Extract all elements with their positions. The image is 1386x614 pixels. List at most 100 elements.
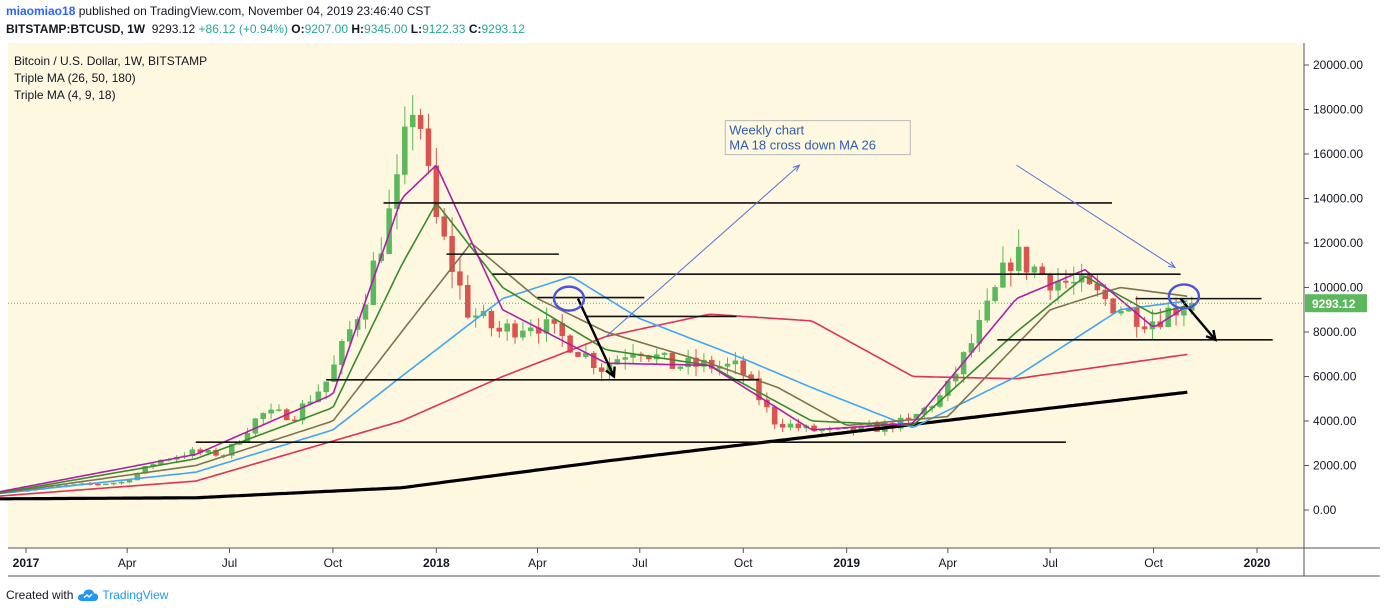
candle[interactable] [590, 350, 597, 375]
candle[interactable] [1015, 229, 1022, 276]
tradingview-logo[interactable]: TradingView [77, 588, 168, 602]
ma-line-ma26[interactable] [0, 276, 1188, 495]
down-arrow[interactable] [1179, 297, 1217, 341]
ma-line-ma9[interactable] [0, 203, 1188, 494]
candle[interactable] [276, 404, 282, 412]
candle[interactable] [118, 480, 125, 485]
down-arrow[interactable] [576, 298, 616, 378]
low-label: L: [410, 22, 423, 36]
candle[interactable] [779, 418, 786, 432]
candle[interactable] [417, 108, 424, 140]
candle-body [1023, 246, 1030, 273]
candle-body [779, 424, 786, 428]
candle[interactable] [95, 483, 101, 486]
candle[interactable] [252, 417, 259, 436]
candle[interactable] [598, 363, 605, 382]
candle[interactable] [1110, 297, 1116, 315]
plot-area[interactable] [8, 43, 1304, 548]
candle-body [1047, 274, 1053, 291]
high-label: H: [351, 22, 365, 36]
candle[interactable] [103, 483, 109, 486]
candle[interactable] [1118, 306, 1124, 316]
candle[interactable] [315, 384, 322, 403]
author-link[interactable]: miaomiao18 [6, 4, 76, 18]
last-price-label: 9293.12 [8, 294, 1367, 313]
candle[interactable] [347, 320, 353, 345]
candle[interactable] [402, 106, 408, 185]
candle-body [520, 330, 526, 338]
candle[interactable] [701, 353, 707, 373]
candle[interactable] [331, 355, 337, 383]
candle-body [598, 367, 605, 372]
candle-body [331, 364, 337, 383]
candle-body [622, 357, 628, 360]
price-chart[interactable]: 20000.00 18000.00 16000.00 14000.00 12000.00… [0, 0, 1386, 586]
trend-arrow-line[interactable] [1016, 164, 1176, 268]
last-price-badge-text: 9293.12 [1312, 297, 1356, 311]
candle[interactable] [677, 365, 684, 371]
candle[interactable] [457, 257, 463, 300]
ma-line-ma50[interactable] [0, 313, 1188, 497]
footer: Created with TradingView [6, 588, 168, 602]
candle[interactable] [575, 351, 581, 357]
candle[interactable] [512, 319, 518, 344]
candle[interactable] [299, 399, 306, 425]
price-tick-label: 4000.00 [1313, 414, 1357, 428]
candle[interactable] [992, 284, 998, 303]
candle-body [347, 329, 353, 342]
price-axis[interactable]: 20000.00 18000.00 16000.00 14000.00 12000.00… [1304, 58, 1363, 517]
candle[interactable] [1008, 258, 1014, 287]
time-tick-label: Jul [632, 556, 647, 570]
candle-body [984, 300, 990, 321]
candle[interactable] [520, 321, 526, 341]
candle[interactable] [268, 403, 274, 420]
candle-body [756, 378, 762, 401]
candle[interactable] [787, 419, 794, 431]
candle[interactable] [260, 412, 266, 425]
time-axis[interactable]: 2017 Apr Jul Oct 2018 Apr Jul Oct 2019 Apr Jul Oct 2… [13, 548, 1271, 570]
candle[interactable] [409, 95, 416, 151]
candle[interactable] [1063, 269, 1069, 289]
candle-body [95, 483, 101, 486]
candle[interactable] [110, 482, 117, 486]
price-tick-label: 6000.00 [1313, 370, 1357, 384]
ma-line-ma180[interactable] [0, 390, 1188, 501]
candle[interactable] [528, 319, 534, 337]
candle-body [370, 260, 377, 305]
candle-body [992, 287, 998, 302]
close-value: 9293.12 [481, 22, 525, 36]
publish-info: published on TradingView.com, November 0… [78, 4, 431, 18]
chart-legend: Bitcoin / U.S. Dollar, 1W, BITSTAMP Trip… [14, 54, 207, 102]
candle[interactable] [1031, 264, 1038, 278]
candle[interactable] [1000, 246, 1006, 289]
candle-body [1000, 262, 1006, 288]
candle[interactable] [425, 113, 432, 175]
candle[interactable] [905, 413, 912, 423]
chart-header: miaomiao18 published on TradingView.com,… [6, 2, 525, 38]
candle[interactable] [724, 357, 731, 374]
candle-body [795, 423, 802, 429]
price-tick-label: 2000.00 [1313, 459, 1357, 473]
candle[interactable] [386, 189, 392, 255]
candle[interactable] [394, 154, 400, 230]
trend-arrow-line[interactable] [605, 164, 800, 337]
candle-body [276, 409, 282, 411]
candle-body [425, 128, 432, 167]
candle-body [787, 423, 794, 428]
time-tick-label: Jul [222, 556, 237, 570]
candle-body [740, 360, 746, 375]
highlight-circle[interactable] [1167, 283, 1201, 310]
candle[interactable] [496, 320, 503, 338]
price-tick-label: 10000.00 [1313, 281, 1363, 295]
candle-body [339, 341, 345, 365]
candle[interactable] [465, 275, 471, 320]
candle[interactable] [488, 308, 495, 337]
candle[interactable] [504, 319, 510, 341]
candle[interactable] [984, 288, 990, 323]
candle[interactable] [228, 443, 235, 459]
ma-line-ma4[interactable] [0, 164, 1188, 494]
highlight-circle[interactable] [552, 285, 586, 312]
open-label: O: [291, 22, 305, 36]
candle[interactable] [756, 370, 762, 406]
